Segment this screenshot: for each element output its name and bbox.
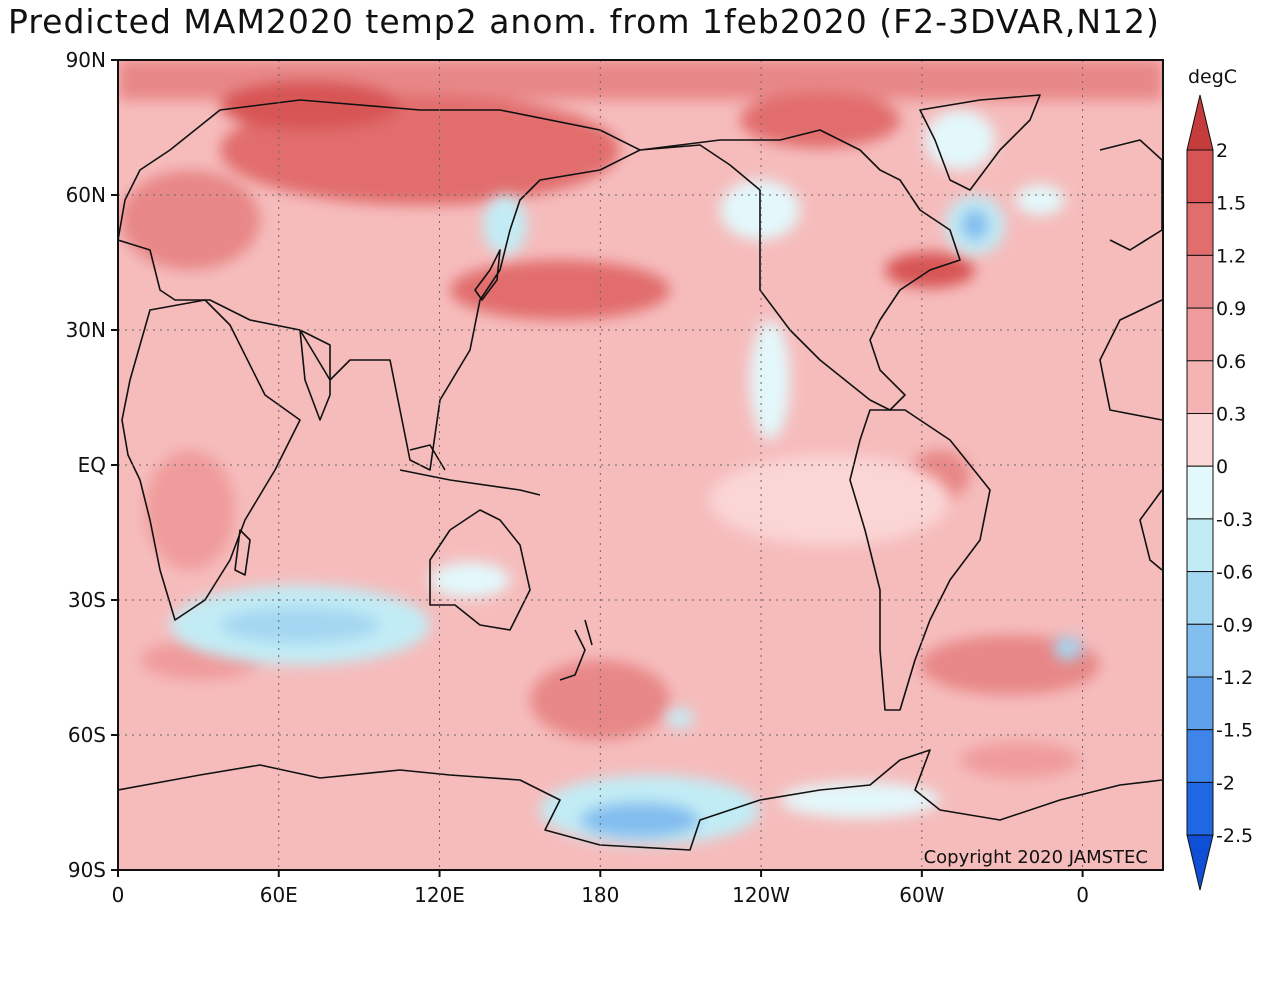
- africa-warm-region: [145, 450, 235, 570]
- lat-tick-label: 30S: [68, 588, 106, 612]
- lon-tick-label: 60E: [260, 883, 298, 907]
- lat-tick-label: 90S: [68, 858, 106, 882]
- colorbar-swatch: [1186, 360, 1214, 414]
- gridlines: [118, 60, 1163, 870]
- colorbar-level-label: -1.5: [1216, 720, 1253, 742]
- greenland-coastline: [919, 94, 1041, 191]
- colorbar-level-label: 0.9: [1216, 298, 1246, 320]
- lat-tick-label: 90N: [66, 48, 106, 72]
- north-russia-warm-region: [220, 80, 400, 130]
- lon-tick-label: 120W: [732, 883, 790, 907]
- lon-tick-label: 180: [581, 883, 619, 907]
- colorbar-level-label: 2: [1216, 140, 1228, 162]
- antarctic-peninsula-warm-region: [960, 742, 1080, 778]
- africa-coastline: [121, 299, 301, 621]
- colorbar-level-label: -0.9: [1216, 614, 1253, 636]
- lat-tick-label: 60S: [68, 723, 106, 747]
- antarctica-coastline: [118, 749, 1163, 851]
- europe-warm-region: [120, 170, 260, 270]
- lat-tick-label: 60N: [66, 183, 106, 207]
- ross-sea-cool-core: [580, 802, 700, 838]
- greenland-cool-region: [925, 110, 995, 170]
- colorbar: 2 1.5 1.2 0.9 0.6 0.3 0 -0.3 -0.6 -0.9 -1.2 -1.5 -2 -…: [1186, 94, 1253, 891]
- south-atlantic-cool-spot: [1054, 636, 1082, 660]
- colorbar-level-label: -0.3: [1216, 509, 1253, 531]
- colorbar-top-arrow: [1186, 94, 1214, 151]
- indian-ocean-cool-core: [220, 607, 380, 643]
- colorbar-level-label: 0.3: [1216, 404, 1246, 426]
- labrador-sea-cool-core: [961, 209, 989, 241]
- cool-anomaly-regions: [170, 110, 1082, 845]
- colorbar-swatch: [1186, 729, 1214, 783]
- latitude-axis: 90N 60N 30N EQ 30S 60S 90S: [66, 48, 118, 882]
- japan-coastline: [474, 249, 501, 301]
- west-africa-edge-coastline: [1099, 299, 1163, 421]
- field-background: [118, 60, 1163, 870]
- lat-tick-label: EQ: [78, 453, 106, 477]
- colorbar-swatch: [1186, 781, 1214, 836]
- south-pacific-cool-spot: [666, 708, 694, 728]
- south-america-coastline: [849, 409, 991, 711]
- warm-anomaly-regions: [118, 60, 1163, 778]
- colorbar-swatch: [1186, 571, 1214, 625]
- lat-tick-label: 30N: [66, 318, 106, 342]
- copyright-text: Copyright 2020 JAMSTEC: [924, 847, 1148, 868]
- equatorial-pacific-cool-region: [710, 455, 950, 545]
- map-title: Predicted MAM2020 temp2 anom. from 1feb2…: [8, 2, 1160, 41]
- colorbar-unit: degC: [1188, 66, 1237, 88]
- lon-tick-label: 0: [1076, 883, 1089, 907]
- amundsen-sea-cool-region: [780, 782, 940, 818]
- south-of-australia-cool-region: [430, 562, 510, 598]
- canada-arctic-warm-region: [740, 92, 900, 148]
- north-atlantic-cool-region: [1015, 185, 1065, 215]
- longitude-axis: 0 60E 120E 180 120W 60W 0: [112, 870, 1089, 907]
- colorbar-swatch: [1186, 254, 1214, 309]
- indonesia-coastline: [399, 444, 541, 496]
- colorbar-swatch: [1186, 307, 1214, 362]
- colorbar-level-label: 0: [1216, 456, 1228, 478]
- south-pacific-warm-region: [530, 660, 670, 740]
- madagascar-coastline: [234, 529, 251, 576]
- colorbar-swatch: [1186, 413, 1214, 467]
- australia-coastline: [429, 509, 531, 631]
- south-africa-edge-coastline: [1139, 489, 1163, 571]
- colorbar-swatch: [1186, 465, 1214, 520]
- colorbar-swatch: [1186, 518, 1214, 573]
- colorbar-level-label: -2.5: [1216, 825, 1253, 847]
- coastlines: [118, 94, 1163, 851]
- colorbar-level-label: 1.2: [1216, 245, 1246, 267]
- lon-tick-label: 60W: [899, 883, 944, 907]
- colorbar-level-label: 1.5: [1216, 193, 1246, 215]
- anomaly-field: [118, 60, 1163, 870]
- colorbar-bottom-arrow: [1186, 834, 1214, 891]
- colorbar-swatch: [1186, 202, 1214, 256]
- sea-of-okhotsk-cool-region: [483, 195, 527, 255]
- north-pacific-warm-region: [450, 260, 670, 320]
- east-pacific-cool-region: [750, 320, 790, 440]
- lon-tick-label: 0: [112, 883, 125, 907]
- colorbar-swatch: [1186, 623, 1214, 678]
- eurasia-coastline: [118, 99, 641, 471]
- new-zealand-coastline: [559, 619, 593, 681]
- colorbar-swatch: [1186, 676, 1214, 731]
- colorbar-level-label: -1.2: [1216, 667, 1253, 689]
- lon-tick-label: 120E: [414, 883, 465, 907]
- india-coastline: [299, 329, 331, 421]
- colorbar-level-label: -2: [1216, 772, 1235, 794]
- colorbar-swatch: [1186, 149, 1214, 204]
- colorbar-level-label: -0.6: [1216, 562, 1253, 584]
- colorbar-level-label: 0.6: [1216, 351, 1246, 373]
